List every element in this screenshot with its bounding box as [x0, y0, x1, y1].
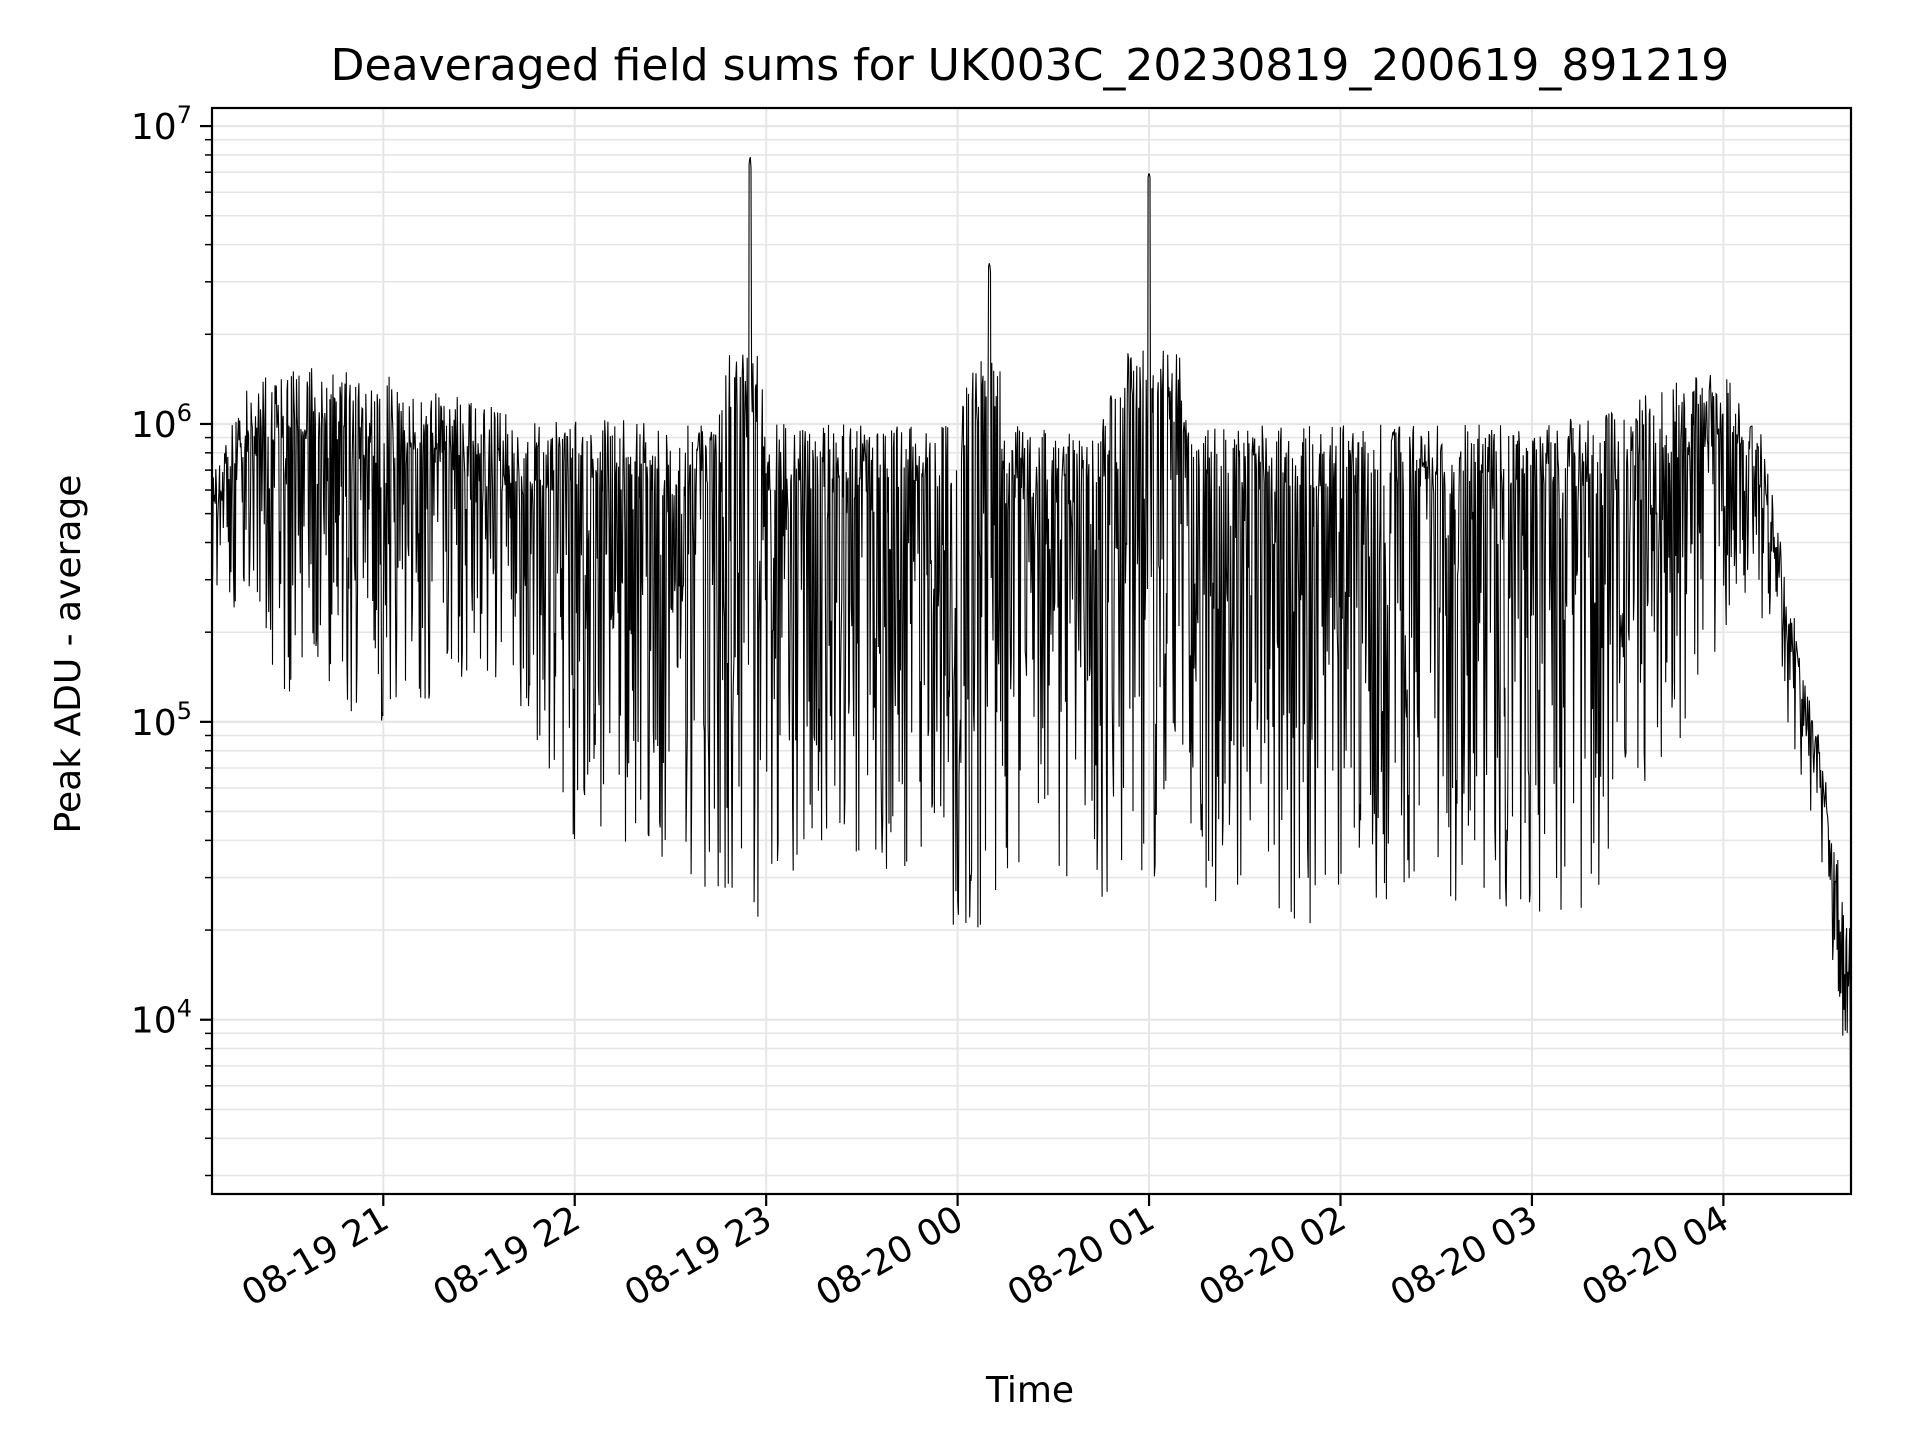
y-tick-label: 105 — [131, 697, 192, 744]
y-tick-exponent: 7 — [177, 101, 192, 129]
y-tick-exponent: 4 — [177, 995, 192, 1023]
y-tick-base: 10 — [131, 107, 177, 148]
y-tick-base: 10 — [131, 405, 177, 446]
y-tick-label: 104 — [131, 995, 192, 1042]
y-tick-label: 106 — [131, 399, 192, 446]
y-tick-exponent: 5 — [177, 697, 192, 725]
chart-title: Deaveraged field sums for UK003C_2023081… — [331, 40, 1730, 91]
y-tick-exponent: 6 — [177, 399, 192, 427]
y-tick-base: 10 — [131, 703, 177, 744]
data-series-line — [211, 157, 1852, 1087]
x-axis-label: Time — [985, 1370, 1074, 1411]
y-tick-base: 10 — [131, 1001, 177, 1042]
y-tick-label: 107 — [131, 101, 192, 148]
plot-data-group — [211, 157, 1852, 1087]
y-axis-label: Peak ADU - average — [48, 475, 89, 834]
axes-frame — [210, 106, 1853, 1196]
grid — [212, 108, 1851, 1194]
